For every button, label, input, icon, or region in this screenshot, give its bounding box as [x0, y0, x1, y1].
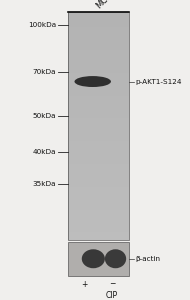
Bar [68, 217, 129, 225]
Bar [68, 72, 129, 80]
Bar [68, 148, 129, 156]
Bar [68, 34, 129, 42]
Bar [68, 242, 129, 276]
Text: 40kDa: 40kDa [32, 149, 56, 155]
Bar [68, 125, 129, 134]
Bar [68, 133, 129, 141]
Bar [68, 11, 129, 20]
Bar [68, 64, 129, 73]
Bar [68, 194, 129, 202]
Bar [68, 12, 129, 240]
Text: 70kDa: 70kDa [32, 69, 56, 75]
Bar [68, 19, 129, 27]
Text: CIP: CIP [106, 291, 118, 300]
Text: 35kDa: 35kDa [32, 181, 56, 187]
Text: +: + [82, 280, 88, 289]
Bar [68, 164, 129, 172]
Bar [68, 118, 129, 126]
Bar [68, 224, 129, 232]
Bar [68, 178, 129, 187]
Bar [68, 42, 129, 50]
Bar [68, 201, 129, 210]
Bar [68, 50, 129, 58]
Bar [68, 80, 129, 88]
Ellipse shape [105, 249, 126, 268]
Bar [68, 186, 129, 194]
Bar [68, 110, 129, 118]
Text: 100kDa: 100kDa [28, 22, 56, 28]
Bar [68, 171, 129, 179]
Text: 50kDa: 50kDa [32, 113, 56, 119]
Bar [68, 57, 129, 65]
Bar [68, 87, 129, 96]
Bar [68, 95, 129, 103]
Text: p-AKT1-S124: p-AKT1-S124 [135, 79, 181, 85]
Text: MCF7: MCF7 [94, 0, 117, 11]
Bar [68, 141, 129, 149]
Bar [68, 156, 129, 164]
Text: −: − [109, 280, 115, 289]
Bar [68, 103, 129, 111]
Bar [68, 209, 129, 217]
Ellipse shape [74, 76, 111, 87]
Text: β-actin: β-actin [135, 256, 160, 262]
Bar [68, 232, 129, 240]
Ellipse shape [82, 249, 105, 268]
Bar [68, 27, 129, 35]
